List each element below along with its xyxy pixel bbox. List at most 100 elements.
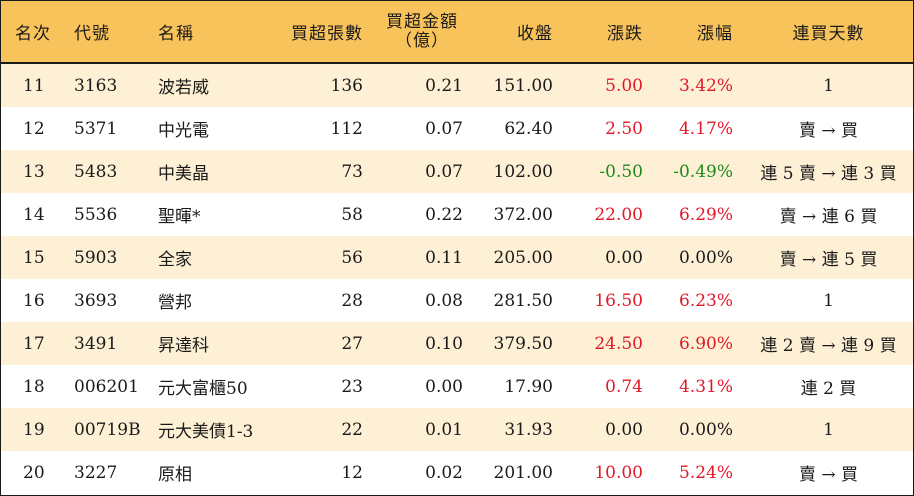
header-close: 收盤 xyxy=(517,24,553,44)
cell-rank: 17 xyxy=(23,333,45,354)
header-net-buy-amount: 買超金額 （億） xyxy=(377,1,467,62)
cell-change: 5.00 xyxy=(605,75,643,96)
cell-name: 中光電 xyxy=(158,121,209,141)
cell-change-pct: 0.00% xyxy=(678,247,733,268)
cell-name: 元大美債1-3 xyxy=(158,422,254,442)
cell-name: 元大富櫃50 xyxy=(158,379,248,399)
cell-rank: 20 xyxy=(23,462,45,483)
cell-change: 0.74 xyxy=(605,376,643,397)
cell-name: 中美晶 xyxy=(158,164,209,184)
table-row: 11 3163 波若威 136 0.21 151.00 5.00 3.42% 1 xyxy=(1,64,913,107)
cell-consecutive-days: 賣 → 連 5 買 xyxy=(779,250,878,270)
table-row: 15 5903 全家 56 0.11 205.00 0.00 0.00% 賣 → 連 5 買 xyxy=(1,236,913,279)
cell-net-buy-amount: 0.11 xyxy=(425,247,463,268)
cell-rank: 11 xyxy=(23,75,45,96)
cell-change-pct: 3.42% xyxy=(678,75,733,96)
cell-rank: 19 xyxy=(23,419,45,440)
cell-code: 3693 xyxy=(74,290,118,311)
cell-code: 006201 xyxy=(74,376,139,397)
cell-net-buy-amount: 0.21 xyxy=(425,75,463,96)
cell-consecutive-days: 賣 → 買 xyxy=(798,465,859,485)
cell-code: 3163 xyxy=(74,75,118,96)
cell-net-buy-lots: 56 xyxy=(341,247,363,268)
cell-change-pct: 4.31% xyxy=(678,376,733,397)
table-row: 17 3491 昇達科 27 0.10 379.50 24.50 6.90% 連 2 賣 → 連… xyxy=(1,322,913,365)
header-change-pct: 漲幅 xyxy=(697,24,733,44)
cell-net-buy-amount: 0.02 xyxy=(425,462,463,483)
cell-net-buy-lots: 28 xyxy=(341,290,363,311)
cell-net-buy-lots: 12 xyxy=(341,462,363,483)
cell-consecutive-days: 連 5 賣 → 連 3 買 xyxy=(760,164,897,184)
cell-change-pct: 6.29% xyxy=(678,204,733,225)
cell-net-buy-lots: 23 xyxy=(341,376,363,397)
cell-change-pct: 6.23% xyxy=(678,290,733,311)
cell-net-buy-lots: 58 xyxy=(341,204,363,225)
header-net-buy-amount-line2: （億） xyxy=(395,30,449,51)
cell-change: 24.50 xyxy=(594,333,643,354)
cell-name: 聖暉* xyxy=(158,207,201,227)
table-row: 18 006201 元大富櫃50 23 0.00 17.90 0.74 4.31% 連 2 買 xyxy=(1,365,913,408)
cell-change: 22.00 xyxy=(594,204,643,225)
cell-change-pct: 0.00% xyxy=(678,419,733,440)
header-rank: 名次 xyxy=(15,24,51,44)
cell-close: 31.93 xyxy=(504,419,553,440)
cell-code: 00719B xyxy=(74,419,141,440)
header-change: 漲跌 xyxy=(607,24,643,44)
cell-rank: 12 xyxy=(23,118,45,139)
cell-net-buy-lots: 22 xyxy=(341,419,363,440)
cell-net-buy-amount: 0.07 xyxy=(425,118,463,139)
cell-net-buy-amount: 0.07 xyxy=(425,161,463,182)
table-row: 13 5483 中美晶 73 0.07 102.00 -0.50 -0.49% 連 5 賣 → … xyxy=(1,150,913,193)
cell-code: 5903 xyxy=(74,247,118,268)
table-row: 12 5371 中光電 112 0.07 62.40 2.50 4.17% 賣 → 買 xyxy=(1,107,913,150)
cell-close: 62.40 xyxy=(504,118,553,139)
table-row: 16 3693 營邦 28 0.08 281.50 16.50 6.23% 1 xyxy=(1,279,913,322)
cell-net-buy-lots: 136 xyxy=(330,75,363,96)
table-row: 14 5536 聖暉* 58 0.22 372.00 22.00 6.29% 賣 → 連 6 買 xyxy=(1,193,913,236)
cell-net-buy-amount: 0.01 xyxy=(425,419,463,440)
table-header: 名次 代號 名稱 買超張數 買超金額 （億） 收盤 漲跌 漲幅 連買天數 xyxy=(1,1,913,64)
cell-name: 原相 xyxy=(158,465,192,485)
cell-rank: 13 xyxy=(23,161,45,182)
cell-code: 3491 xyxy=(74,333,118,354)
cell-net-buy-amount: 0.10 xyxy=(425,333,463,354)
cell-close: 201.00 xyxy=(493,462,553,483)
cell-close: 102.00 xyxy=(493,161,553,182)
cell-change: 0.00 xyxy=(605,419,643,440)
table-row: 20 3227 原相 12 0.02 201.00 10.00 5.24% 賣 → 買 xyxy=(1,451,913,494)
header-code: 代號 xyxy=(74,24,110,44)
cell-close: 281.50 xyxy=(493,290,553,311)
cell-net-buy-amount: 0.08 xyxy=(425,290,463,311)
cell-name: 營邦 xyxy=(158,293,192,313)
cell-net-buy-amount: 0.22 xyxy=(425,204,463,225)
cell-consecutive-days: 連 2 賣 → 連 9 買 xyxy=(760,336,897,356)
cell-rank: 15 xyxy=(23,247,45,268)
cell-close: 372.00 xyxy=(493,204,553,225)
cell-name: 全家 xyxy=(158,250,192,270)
cell-net-buy-lots: 112 xyxy=(330,118,363,139)
cell-net-buy-lots: 27 xyxy=(341,333,363,354)
cell-close: 379.50 xyxy=(493,333,553,354)
cell-net-buy-amount: 0.00 xyxy=(425,376,463,397)
cell-rank: 16 xyxy=(23,290,45,311)
cell-change: 2.50 xyxy=(605,118,643,139)
cell-code: 5536 xyxy=(74,204,118,225)
cell-name: 波若威 xyxy=(158,78,209,98)
cell-consecutive-days: 1 xyxy=(823,419,834,440)
header-net-buy-amount-line1: 買超金額 xyxy=(386,11,458,32)
cell-change-pct: -0.49% xyxy=(673,161,733,182)
header-name: 名稱 xyxy=(158,24,194,44)
cell-rank: 14 xyxy=(23,204,45,225)
table-row: 19 00719B 元大美債1-3 22 0.01 31.93 0.00 0.00% 1 xyxy=(1,408,913,451)
cell-consecutive-days: 連 2 買 xyxy=(800,379,857,399)
cell-consecutive-days: 賣 → 買 xyxy=(798,121,859,141)
cell-change-pct: 5.24% xyxy=(678,462,733,483)
header-consecutive-days: 連買天數 xyxy=(792,24,865,44)
cell-close: 17.90 xyxy=(504,376,553,397)
cell-net-buy-lots: 73 xyxy=(341,161,363,182)
cell-code: 3227 xyxy=(74,462,118,483)
cell-change-pct: 6.90% xyxy=(678,333,733,354)
cell-change: -0.50 xyxy=(599,161,643,182)
cell-code: 5483 xyxy=(74,161,118,182)
